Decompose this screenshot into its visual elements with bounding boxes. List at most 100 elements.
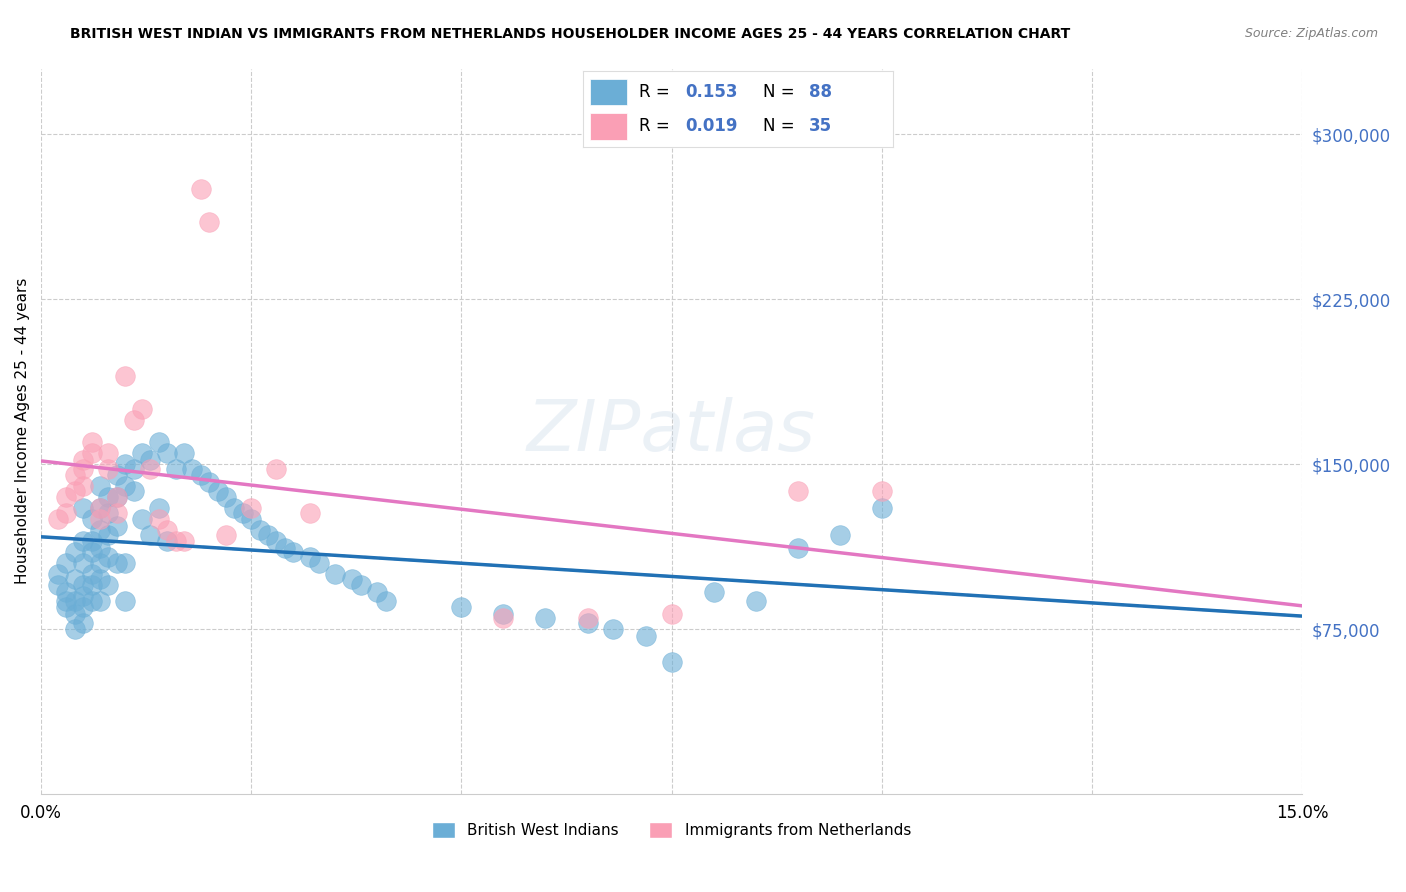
Point xyxy=(72,501,94,516)
FancyBboxPatch shape xyxy=(589,113,627,139)
Point xyxy=(80,446,103,460)
Point xyxy=(72,534,94,549)
Point xyxy=(131,402,153,417)
Point xyxy=(63,607,86,621)
Point xyxy=(114,479,136,493)
Point xyxy=(63,593,86,607)
Point xyxy=(72,589,94,603)
Point xyxy=(122,413,145,427)
Point xyxy=(870,501,893,516)
Point xyxy=(156,534,179,549)
Point xyxy=(139,527,162,541)
Point xyxy=(114,593,136,607)
Point xyxy=(148,501,170,516)
Point xyxy=(198,475,221,489)
Point xyxy=(72,615,94,630)
Point xyxy=(240,501,263,516)
Point xyxy=(323,567,346,582)
FancyBboxPatch shape xyxy=(589,79,627,105)
Point xyxy=(89,572,111,586)
Point xyxy=(232,506,254,520)
Point xyxy=(105,518,128,533)
Point xyxy=(207,483,229,498)
Point xyxy=(72,578,94,592)
Point xyxy=(89,501,111,516)
Point xyxy=(602,622,624,636)
Point xyxy=(89,556,111,570)
Point xyxy=(190,468,212,483)
Point xyxy=(828,527,851,541)
Point xyxy=(105,490,128,504)
Point xyxy=(114,556,136,570)
Point xyxy=(72,479,94,493)
Point xyxy=(80,578,103,592)
Point xyxy=(97,506,120,520)
Point xyxy=(105,556,128,570)
Point xyxy=(114,457,136,471)
Point xyxy=(366,584,388,599)
Point xyxy=(72,556,94,570)
Point xyxy=(703,584,725,599)
Point xyxy=(215,527,238,541)
Point xyxy=(89,523,111,537)
Point xyxy=(114,369,136,384)
Point xyxy=(139,461,162,475)
Point xyxy=(63,622,86,636)
Point xyxy=(122,461,145,475)
Point xyxy=(89,512,111,526)
Point xyxy=(63,545,86,559)
Point xyxy=(46,567,69,582)
Point xyxy=(46,578,69,592)
Point xyxy=(173,534,195,549)
Point xyxy=(55,584,77,599)
Point xyxy=(80,593,103,607)
Point xyxy=(80,512,103,526)
Point xyxy=(72,453,94,467)
Point xyxy=(122,483,145,498)
Text: 35: 35 xyxy=(810,117,832,135)
Text: ZIPatlas: ZIPatlas xyxy=(527,397,815,466)
Point xyxy=(299,506,322,520)
Point xyxy=(870,483,893,498)
Point xyxy=(72,600,94,615)
Point xyxy=(198,215,221,229)
Point xyxy=(340,572,363,586)
Y-axis label: Householder Income Ages 25 - 44 years: Householder Income Ages 25 - 44 years xyxy=(15,278,30,584)
Point xyxy=(266,534,288,549)
Point xyxy=(89,541,111,555)
Point xyxy=(63,468,86,483)
Point xyxy=(450,600,472,615)
Point xyxy=(80,435,103,450)
Point xyxy=(97,578,120,592)
Point xyxy=(55,600,77,615)
Text: 0.019: 0.019 xyxy=(686,117,738,135)
Point xyxy=(308,556,330,570)
Point xyxy=(80,567,103,582)
Text: R =: R = xyxy=(640,117,675,135)
Point xyxy=(46,512,69,526)
Point xyxy=(105,490,128,504)
Point xyxy=(266,461,288,475)
Point xyxy=(97,490,120,504)
Point xyxy=(89,501,111,516)
Point xyxy=(89,593,111,607)
Point xyxy=(148,512,170,526)
Point xyxy=(215,490,238,504)
Point xyxy=(97,461,120,475)
Point xyxy=(156,446,179,460)
Point xyxy=(139,453,162,467)
Point xyxy=(224,501,246,516)
Point xyxy=(576,615,599,630)
Point xyxy=(80,534,103,549)
Point xyxy=(97,446,120,460)
Point xyxy=(534,611,557,625)
Point xyxy=(661,655,683,669)
Point xyxy=(80,545,103,559)
Point xyxy=(97,527,120,541)
Point xyxy=(131,512,153,526)
Point xyxy=(72,461,94,475)
Point xyxy=(274,541,297,555)
Point xyxy=(576,611,599,625)
Text: N =: N = xyxy=(763,117,800,135)
Point xyxy=(63,483,86,498)
